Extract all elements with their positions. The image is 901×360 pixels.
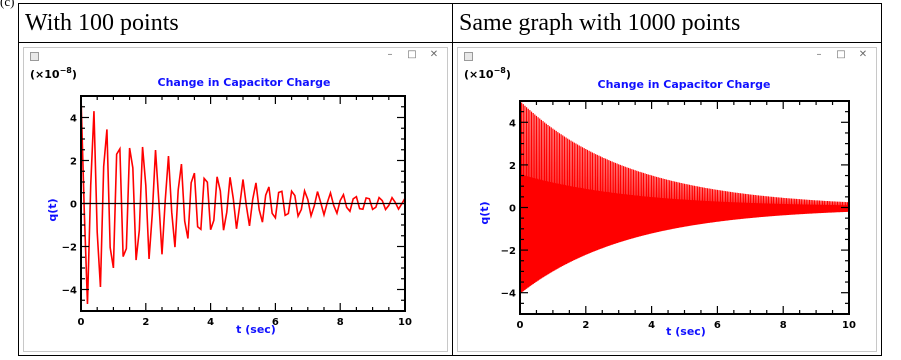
window-titlebar: – □ ✕ [458,48,876,66]
exponent-label: (×10−8) [30,66,77,81]
x-tick-label: 2 [142,317,149,328]
x-tick-label: 2 [582,320,589,331]
maximize-button[interactable]: □ [836,49,846,60]
close-button[interactable]: ✕ [429,49,439,60]
header-1000-points: Same graph with 1000 points [452,3,882,43]
maximize-button[interactable]: □ [407,49,417,60]
x-tick-label: 6 [714,320,721,331]
y-tick-label: 0 [70,200,77,211]
app-icon [30,52,39,61]
y-axis-label: q(t) [478,201,491,224]
plot-window-1000: – □ ✕ (×10−8) Change in Capacitor Charge… [457,47,877,352]
y-tick-label: −4 [501,289,516,300]
x-tick-label: 4 [207,317,214,328]
y-tick-label: −2 [501,246,516,257]
y-tick-label: 4 [509,118,516,129]
chart-100-points: (×10−8) Change in Capacitor Charge t (se… [30,66,412,336]
y-tick-label: 4 [70,114,77,125]
app-icon [464,52,473,61]
x-tick-label: 0 [78,317,85,328]
y-tick-label: 0 [509,204,516,215]
comparison-table: With 100 points Same graph with 1000 poi… [18,3,882,356]
y-tick-label: −4 [62,286,77,297]
x-axis-label: t (sec) [666,325,706,338]
window-titlebar: – □ ✕ [24,48,447,66]
x-tick-label: 8 [780,320,787,331]
plot-window-100: – □ ✕ (×10−8) Change in Capacitor Charge… [23,47,448,352]
y-tick-label: 2 [509,161,516,172]
y-tick-label: 2 [70,157,77,168]
x-tick-label: 8 [337,317,344,328]
header-100-points: With 100 points [18,3,453,43]
series-line [519,100,850,294]
cell-plot-100: – □ ✕ (×10−8) Change in Capacitor Charge… [18,42,453,356]
y-tick-label: −2 [62,243,77,254]
x-tick-label: 10 [842,320,856,331]
x-tick-label: 0 [517,320,524,331]
minimize-button[interactable]: – [387,49,393,60]
chart-1000-points: (×10−8) Change in Capacitor Charge t (se… [464,66,856,338]
exponent-label: (×10−8) [464,66,511,81]
x-tick-label: 6 [272,317,279,328]
chart-title: Change in Capacitor Charge [158,76,331,89]
series-line [80,95,406,304]
minimize-button[interactable]: – [816,49,822,60]
x-tick-label: 10 [398,317,412,328]
figure-fragment-label: (c) [0,0,15,9]
close-button[interactable]: ✕ [858,49,868,60]
x-axis-label: t (sec) [236,323,276,336]
cell-plot-1000: – □ ✕ (×10−8) Change in Capacitor Charge… [452,42,882,356]
chart-title: Change in Capacitor Charge [598,78,771,91]
x-tick-label: 4 [648,320,655,331]
y-axis-label: q(t) [46,198,59,221]
